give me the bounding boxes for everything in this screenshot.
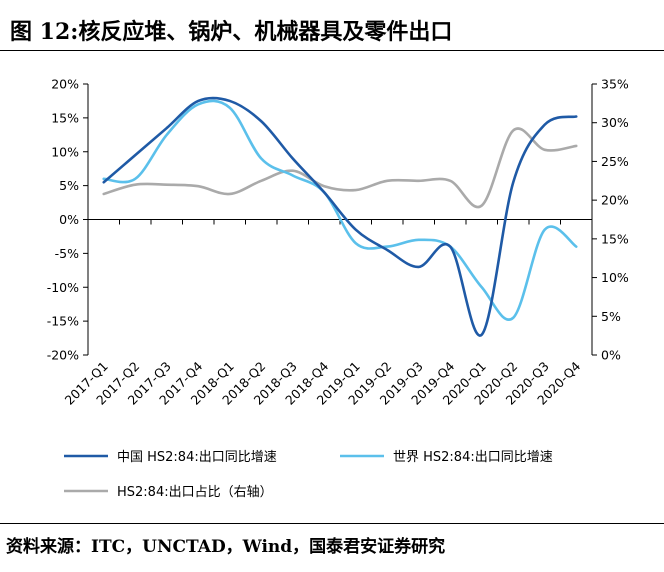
legend-item-china: 中国 HS2:84:出口同比增速 (64, 450, 277, 465)
legend: 中国 HS2:84:出口同比增速 世界 HS2:84:出口同比增速 HS2:84:出… (64, 450, 553, 500)
legend-item-share: HS2:84:出口占比（右轴） (64, 485, 273, 500)
axes: -20% -15% -10% -5% 0% 5% 10% 15% 20% 0% 5% 10% 15% 20… (47, 77, 629, 408)
left-axis-tick-label: 0% (59, 212, 79, 227)
legend-label: 世界 HS2:84:出口同比增速 (393, 450, 553, 465)
legend-label: HS2:84:出口占比（右轴） (117, 485, 273, 500)
figure-title: 图 12:核反应堆、锅炉、机械器具及零件出口 (10, 19, 453, 45)
left-axis-tick-label: 5% (59, 178, 79, 193)
legend-label: 中国 HS2:84:出口同比增速 (117, 450, 277, 465)
title-rule (0, 50, 664, 51)
legend-item-world: 世界 HS2:84:出口同比增速 (340, 450, 553, 465)
left-axis-tick-label: -15% (47, 314, 79, 329)
left-axis-tick-label: 15% (51, 110, 79, 125)
series-line-share (102, 127, 578, 209)
right-axis-tick-label: 25% (601, 154, 629, 169)
series-line-china (102, 96, 578, 337)
right-axis-tick-label: 35% (601, 77, 629, 92)
right-axis-tick-label: 5% (601, 309, 621, 324)
left-axis-tick-label: 10% (51, 144, 79, 159)
right-axis-tick-label: 0% (601, 348, 621, 363)
series-lines (102, 96, 578, 337)
source-rule (0, 523, 664, 524)
right-axis-tick-label: 20% (601, 193, 629, 208)
right-axis-tick-label: 15% (601, 231, 629, 246)
right-axis-tick-label: 10% (601, 270, 629, 285)
right-axis-tick-label: 30% (601, 115, 629, 130)
series-line-world (102, 99, 578, 321)
left-axis-tick-label: -20% (47, 348, 79, 363)
left-axis-tick-label: 20% (51, 77, 79, 92)
left-axis-tick-label: -5% (55, 246, 79, 261)
left-axis-tick-label: -10% (47, 280, 79, 295)
figure-source: 资料来源：ITC，UNCTAD，Wind，国泰君安证券研究 (6, 537, 446, 557)
